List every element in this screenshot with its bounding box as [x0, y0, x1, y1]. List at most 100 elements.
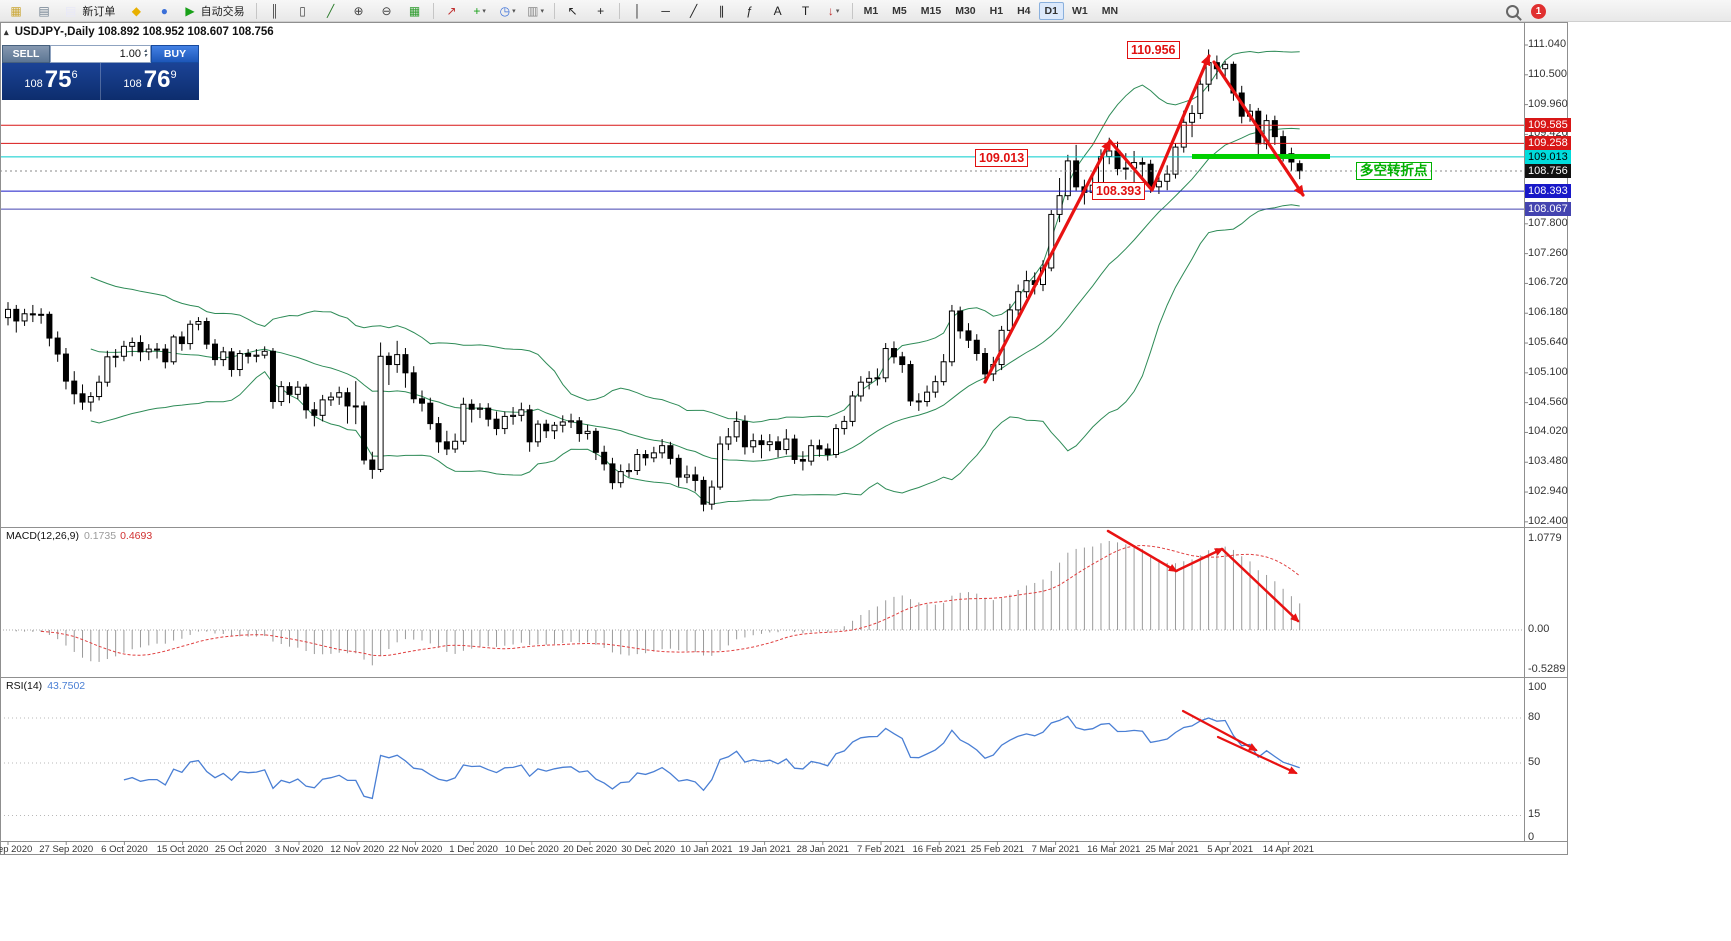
oneclick-toggle-icon[interactable]: ▴	[4, 27, 9, 37]
channel-icon[interactable]: ∥	[709, 1, 735, 21]
trend-arrow[interactable]	[983, 139, 1112, 384]
marketwatch-icon[interactable]: ●	[151, 1, 177, 21]
symbol-period-label: USDJPY-,Daily	[14, 26, 95, 38]
templates-icon[interactable]: ▥ ▾	[523, 1, 549, 21]
arrows-icon[interactable]: ↓ ▾	[821, 1, 847, 21]
periods-icon-dropdown-icon[interactable]: ▾	[512, 7, 516, 15]
templates-icon-dropdown-icon[interactable]: ▾	[540, 7, 544, 15]
autotrading-button[interactable]: ▶ 自动交易	[179, 1, 250, 21]
toolbar-separator	[432, 2, 434, 19]
trend-arrow[interactable]	[1212, 60, 1305, 197]
text-icon[interactable]: A	[765, 1, 791, 21]
timeframe-M1[interactable]: M1	[863, 4, 879, 17]
rsi-trend-arrow[interactable]	[1181, 709, 1258, 752]
fibonacci-icon[interactable]: ƒ	[737, 1, 763, 21]
chart-profiles-icon[interactable]: ▤	[31, 1, 57, 21]
chart-window-border	[0, 22, 1568, 855]
sell-price[interactable]: 108 75 6	[2, 63, 100, 100]
curs​or-icon[interactable]: ↖	[560, 1, 586, 21]
timeframe-M30[interactable]: M30	[955, 4, 976, 17]
indicators-icon[interactable]: ↗	[439, 1, 465, 21]
candle	[1271, 120, 1278, 138]
add-indicator-icon[interactable]: + ▾	[467, 1, 493, 21]
timeframe-M15[interactable]: M15	[920, 4, 942, 17]
vertical-line-icon[interactable]: │	[625, 1, 651, 21]
new-order-button-glyph: ▤	[65, 3, 77, 18]
periods-icon[interactable]: ◷ ▾	[495, 1, 521, 21]
trendline-icon[interactable]: ╱	[681, 1, 707, 21]
candle	[294, 386, 301, 395]
new-order-button[interactable]: ▤ 新订单	[59, 1, 121, 21]
timeframe-D1[interactable]: D1	[1038, 1, 1064, 20]
tile-windows-icon[interactable]: ▦	[402, 1, 428, 21]
candle	[476, 407, 483, 410]
crosshair-icon[interactable]: +	[588, 1, 614, 21]
rsi-trend-arrow[interactable]	[1216, 735, 1298, 775]
timeframe-H1[interactable]: H1	[989, 4, 1004, 17]
buy-price[interactable]: 108 76 9	[100, 63, 199, 100]
arrows-icon-dropdown-icon[interactable]: ▾	[835, 7, 840, 15]
macd-trend-arrow[interactable]	[1220, 547, 1300, 623]
add-indicator-icon-dropdown-icon[interactable]: ▾	[482, 7, 486, 15]
candle	[683, 474, 690, 478]
candle	[203, 321, 210, 345]
notifications-badge[interactable]: 1	[1531, 3, 1546, 19]
line-chart-icon[interactable]: ╱	[318, 1, 344, 21]
candle	[824, 448, 831, 456]
candle	[501, 415, 508, 430]
horizontal-line-icon[interactable]: ─	[653, 1, 679, 21]
candle	[775, 441, 782, 451]
rsi-pane	[0, 709, 1524, 816]
new-chart-icon[interactable]: ▦	[3, 1, 29, 21]
candle	[957, 310, 964, 332]
zoom-in-icon[interactable]: ⊕	[346, 1, 372, 21]
macd-signal-value: 0.4693	[120, 530, 153, 542]
timeframe-MN[interactable]: MN	[1101, 4, 1119, 17]
label-icon[interactable]: T	[793, 1, 819, 21]
ohlc-values: 108.892 108.952 108.607 108.756	[97, 26, 274, 38]
lot-spinner[interactable]: ▴ ▾	[143, 48, 147, 59]
lot-spinner-down-icon[interactable]: ▾	[143, 53, 147, 59]
toolbar-separator	[255, 2, 257, 19]
sell-price-big: 75	[44, 66, 72, 93]
candlestick-chart-icon-glyph: ▯	[299, 3, 306, 18]
timeframe-M5[interactable]: M5	[892, 4, 907, 17]
buy-button[interactable]: BUY	[151, 45, 199, 63]
candle	[576, 420, 583, 435]
sell-button[interactable]: SELL	[2, 45, 50, 63]
candle	[62, 353, 69, 382]
support-zone[interactable]	[1192, 153, 1330, 159]
candle	[443, 441, 450, 450]
lot-value[interactable]: 1.00	[119, 48, 141, 60]
candle	[120, 345, 127, 357]
line-chart-icon-glyph: ╱	[326, 3, 335, 18]
candle	[352, 405, 359, 408]
candle	[948, 310, 955, 363]
timeframe-H4[interactable]: H4	[1017, 4, 1031, 17]
sell-price-pip: 6	[71, 69, 78, 81]
search-icon[interactable]	[1506, 4, 1519, 18]
bollinger-upper	[90, 50, 1300, 423]
candle	[551, 424, 558, 432]
candle	[675, 457, 682, 478]
zoom-out-icon[interactable]: ⊖	[374, 1, 400, 21]
macd-pane	[0, 529, 1524, 666]
lot-spinner-up-icon[interactable]: ▴	[143, 48, 147, 54]
metaeditor-icon[interactable]: ◆	[123, 1, 149, 21]
new-chart-icon-glyph: ▦	[10, 3, 22, 18]
candle	[692, 474, 699, 481]
candle	[924, 391, 931, 403]
trend-arrow[interactable]	[1108, 139, 1154, 192]
candlestick-chart-icon[interactable]: ▯	[290, 1, 316, 21]
candle	[319, 399, 326, 416]
bar-chart-icon[interactable]: ║	[262, 1, 288, 21]
lot-size-field[interactable]: 1.00 ▴ ▾	[50, 45, 151, 63]
macd-trend-arrow[interactable]	[1174, 547, 1224, 573]
crosshair-icon-glyph: +	[597, 3, 605, 18]
timeframe-W1[interactable]: W1	[1071, 4, 1088, 17]
candle	[1056, 195, 1063, 215]
macd-trend-arrow[interactable]	[1106, 529, 1178, 573]
candle	[419, 398, 425, 404]
trend-arrow[interactable]	[1150, 54, 1211, 192]
